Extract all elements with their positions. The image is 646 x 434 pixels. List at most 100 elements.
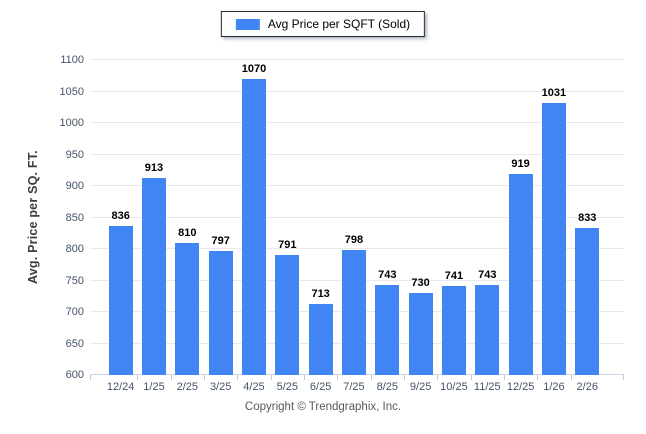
bar-value-label: 913 bbox=[144, 161, 164, 174]
legend-label: Avg Price per SQFT (Sold) bbox=[267, 17, 411, 31]
bar-7/25 bbox=[341, 250, 366, 375]
x-tick-label: 7/25 bbox=[343, 381, 365, 393]
x-axis-tick bbox=[203, 375, 205, 380]
bar-slot: 741 bbox=[437, 60, 470, 380]
x-axis-tick bbox=[337, 375, 339, 380]
x-axis-tick bbox=[137, 375, 139, 380]
legend: Avg Price per SQFT (Sold) bbox=[220, 11, 426, 37]
gridline bbox=[90, 90, 624, 92]
x-axis-tick bbox=[470, 375, 472, 380]
x-axis-tick bbox=[170, 375, 172, 380]
bar-3/25 bbox=[208, 250, 233, 375]
x-axis-tick-labels: 12/24 1/25 2/25 3/25 4/25 5/25 6/25 7/25 8/25 9/2… bbox=[104, 381, 604, 393]
x-axis-tick bbox=[503, 375, 505, 380]
x-tick-label: 4/25 bbox=[243, 381, 265, 393]
x-tick-label: 3/25 bbox=[209, 381, 232, 393]
bar-value-label: 798 bbox=[344, 234, 364, 247]
bar-12/25 bbox=[508, 174, 533, 375]
x-axis-edge-tick bbox=[623, 375, 624, 380]
y-tick-label: 1050 bbox=[59, 85, 84, 98]
bar-5/25 bbox=[275, 254, 300, 375]
bar-value-label: 1070 bbox=[241, 62, 267, 75]
x-tick-label: 2/26 bbox=[576, 381, 598, 393]
x-axis-tick bbox=[570, 375, 572, 380]
y-tick-label: 650 bbox=[65, 337, 84, 350]
bar-11/25 bbox=[475, 284, 500, 375]
x-tick-label: 10/25 bbox=[440, 381, 468, 393]
y-tick-label: 750 bbox=[65, 274, 84, 287]
x-tick-label: 1/25 bbox=[143, 381, 165, 393]
x-tick-label: 11/25 bbox=[473, 381, 501, 393]
bar-value-label: 743 bbox=[378, 268, 397, 281]
bar-2/25 bbox=[175, 242, 200, 375]
bar-slot: 1070 bbox=[237, 60, 270, 380]
bar-slot: 713 bbox=[303, 60, 337, 380]
bar-4/25 bbox=[241, 78, 266, 375]
gridline bbox=[90, 248, 624, 249]
gridline bbox=[90, 185, 624, 186]
x-tick-label: 12/25 bbox=[506, 381, 535, 393]
bar-2/26 bbox=[575, 228, 600, 375]
plot-area: 836 913 810 797 1070 791 713 798 743 730 741 743 919… bbox=[90, 59, 624, 380]
bar-9/25 bbox=[408, 293, 433, 375]
bar-value-label: 741 bbox=[444, 270, 464, 283]
legend-swatch-icon bbox=[235, 18, 260, 30]
bar-slot: 730 bbox=[403, 60, 437, 380]
y-axis-tick-labels: 600 650 700 750 800 850 900 950 1000 1050 1100 bbox=[0, 54, 86, 381]
bar-12/24 bbox=[108, 226, 133, 375]
bar-10/25 bbox=[441, 286, 466, 375]
gridline bbox=[90, 59, 624, 60]
bar-slot: 798 bbox=[337, 60, 370, 380]
bar-slot: 797 bbox=[203, 60, 237, 380]
bar-value-label: 713 bbox=[311, 287, 330, 300]
gridline bbox=[90, 153, 624, 155]
y-tick-label: 1000 bbox=[59, 117, 84, 129]
x-axis-tick bbox=[270, 375, 272, 380]
x-tick-label: 9/25 bbox=[409, 381, 432, 393]
bar-value-label: 743 bbox=[478, 268, 497, 281]
gridline bbox=[90, 216, 624, 218]
bar-slot: 1031 bbox=[537, 60, 570, 380]
bar-8/25 bbox=[375, 284, 400, 375]
bar-1/25 bbox=[141, 177, 166, 375]
bar-value-label: 1031 bbox=[541, 87, 567, 100]
x-axis-tick bbox=[537, 375, 539, 380]
x-axis-tick bbox=[303, 375, 305, 380]
bar-value-label: 833 bbox=[578, 212, 597, 225]
x-axis-tick bbox=[370, 375, 372, 380]
x-axis-tick bbox=[437, 375, 439, 380]
x-axis-edge-tick bbox=[90, 375, 91, 380]
bar-6/25 bbox=[308, 303, 333, 375]
bar-slot: 743 bbox=[370, 60, 404, 380]
gridline bbox=[90, 122, 624, 123]
bar-slot: 791 bbox=[270, 60, 304, 380]
y-tick-label: 600 bbox=[65, 369, 84, 381]
x-tick-label: 1/26 bbox=[543, 381, 565, 393]
x-tick-label: 6/25 bbox=[309, 381, 332, 393]
bar-value-label: 791 bbox=[278, 238, 297, 251]
bar-slot: 919 bbox=[503, 60, 537, 380]
bar-slot: 833 bbox=[570, 60, 604, 380]
bar-1/26 bbox=[541, 103, 566, 375]
x-axis-tick bbox=[403, 375, 405, 380]
bar-slot: 836 bbox=[104, 60, 137, 375]
bar-value-label: 797 bbox=[211, 234, 230, 247]
copyright-text: Copyright © Trendgraphix, Inc. bbox=[244, 401, 402, 413]
bar-value-label: 730 bbox=[411, 277, 430, 290]
bar-slot: 743 bbox=[470, 60, 504, 380]
bars-row: 836 913 810 797 1070 791 713 798 743 730 741 743 919… bbox=[104, 60, 604, 380]
y-tick-label: 950 bbox=[65, 148, 84, 161]
x-axis-tick bbox=[237, 375, 239, 380]
bar-slot: 913 bbox=[137, 60, 170, 380]
bar-value-label: 836 bbox=[111, 210, 130, 223]
x-tick-label: 8/25 bbox=[376, 381, 398, 393]
bar-value-label: 810 bbox=[178, 226, 197, 239]
y-tick-label: 1100 bbox=[60, 54, 84, 66]
x-tick-label: 5/25 bbox=[276, 381, 299, 393]
y-tick-label: 900 bbox=[65, 180, 84, 192]
x-tick-label: 12/24 bbox=[106, 381, 135, 393]
x-tick-label: 2/25 bbox=[176, 381, 199, 393]
y-tick-label: 800 bbox=[65, 243, 84, 255]
y-tick-label: 850 bbox=[65, 211, 84, 224]
